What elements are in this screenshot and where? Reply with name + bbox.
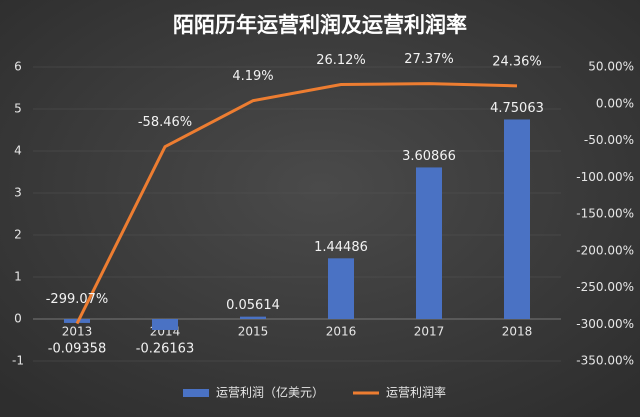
- y-tick-label: 2: [14, 228, 22, 242]
- y2-tick-label: -350.00%: [576, 354, 634, 368]
- x-tick-label: 2015: [238, 325, 269, 339]
- line-value-label: 4.19%: [232, 69, 273, 84]
- y-tick-label: 0: [14, 312, 22, 326]
- x-tick-label: 2017: [414, 325, 445, 339]
- legend-label: 运营利润（亿美元）: [216, 385, 324, 400]
- line: [75, 82, 518, 325]
- line-value-label: 24.36%: [492, 54, 542, 69]
- y2-tick-label: 0.00%: [596, 96, 634, 110]
- bar: [240, 316, 266, 319]
- bar: [328, 258, 354, 319]
- y2-tick-label: 50.00%: [588, 60, 634, 74]
- bar: [152, 319, 178, 330]
- bar-value-label: 1.44486: [314, 240, 368, 255]
- y2-tick-label: -200.00%: [576, 243, 634, 257]
- y-tick-label: 5: [14, 102, 22, 116]
- legend-label: 运营利润率: [386, 385, 446, 400]
- y2-tick-label: -250.00%: [576, 280, 634, 294]
- chart-title: 陌陌历年运营利润及运营利润率: [173, 13, 467, 37]
- bar-value-label: 0.05614: [226, 298, 280, 313]
- y-tick-label: 6: [14, 60, 22, 74]
- x-tick-label: 2018: [502, 325, 533, 339]
- bar-value-label: -0.09358: [48, 342, 106, 357]
- y2-tick-label: -300.00%: [576, 317, 634, 331]
- y2-tick-label: -150.00%: [576, 207, 634, 221]
- line-value-label: -299.07%: [46, 292, 109, 307]
- x-tick-label: 2013: [62, 325, 93, 339]
- bar: [504, 119, 530, 319]
- legend-swatch: [183, 389, 209, 397]
- bar-value-label: 4.75063: [490, 101, 544, 116]
- line-value-label: -58.46%: [138, 115, 192, 130]
- y-tick-label: 4: [14, 144, 22, 158]
- y-tick-label: -1: [12, 354, 24, 368]
- line-value-label: 26.12%: [316, 53, 366, 68]
- y2-tick-label: -50.00%: [584, 133, 634, 147]
- bar: [416, 167, 442, 319]
- y2-tick-label: -100.00%: [576, 170, 634, 184]
- y-tick-label: 3: [14, 186, 22, 200]
- bar-value-label: -0.26163: [136, 342, 194, 357]
- bar-value-label: 3.60866: [402, 149, 456, 164]
- line-value-label: 27.37%: [404, 52, 454, 67]
- x-tick-label: 2016: [326, 325, 357, 339]
- y-tick-label: 1: [14, 270, 22, 284]
